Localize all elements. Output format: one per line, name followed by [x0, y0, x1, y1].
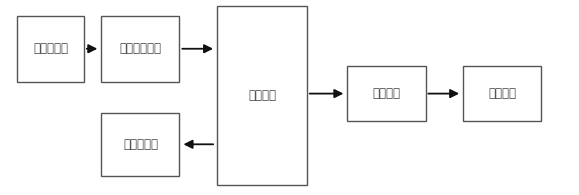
- Bar: [463, 66, 541, 121]
- Text: 微控制器: 微控制器: [248, 89, 276, 102]
- Bar: [17, 16, 84, 82]
- Text: 信号调理电路: 信号调理电路: [119, 42, 162, 55]
- Bar: [217, 6, 307, 185]
- Text: 受控器件: 受控器件: [488, 87, 516, 100]
- Bar: [101, 113, 179, 176]
- Text: 红外探测器: 红外探测器: [33, 42, 68, 55]
- Bar: [101, 16, 179, 82]
- Bar: [347, 66, 426, 121]
- Text: 红外发光管: 红外发光管: [123, 138, 158, 151]
- Text: 驱动模块: 驱动模块: [372, 87, 401, 100]
